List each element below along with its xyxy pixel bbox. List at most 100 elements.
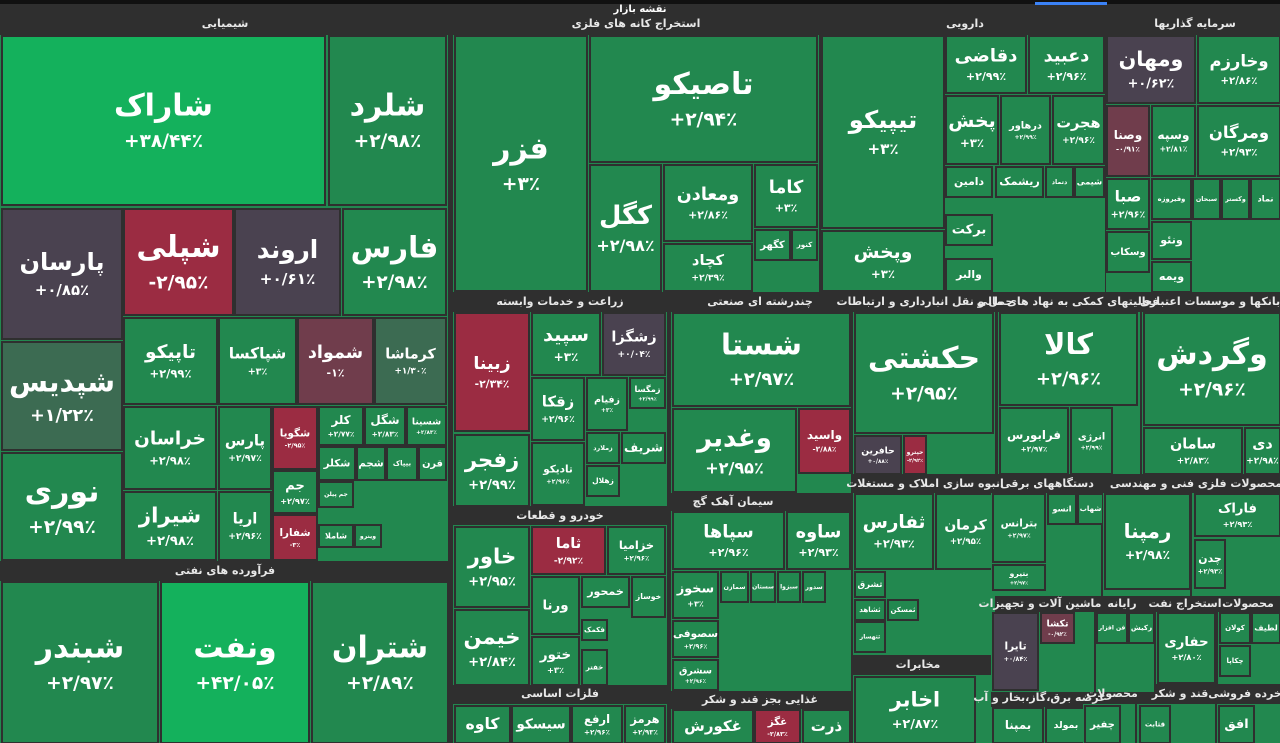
stock-tile[interactable] [992, 612, 1039, 691]
stock-tile[interactable] [1151, 261, 1192, 293]
stock-tile[interactable] [374, 317, 447, 405]
stock-tile[interactable] [854, 435, 902, 475]
stock-tile[interactable] [887, 599, 919, 621]
stock-tile[interactable] [992, 707, 1044, 743]
stock-tile[interactable] [629, 377, 666, 409]
stock-tile[interactable] [672, 312, 851, 407]
stock-tile[interactable] [531, 576, 580, 635]
stock-tile[interactable] [750, 571, 776, 603]
stock-tile[interactable] [123, 406, 217, 490]
stock-tile[interactable] [589, 35, 818, 163]
stock-tile[interactable] [586, 377, 628, 431]
stock-tile[interactable] [672, 620, 719, 658]
stock-tile[interactable] [1077, 493, 1104, 525]
stock-tile[interactable] [1, 452, 123, 561]
stock-tile[interactable] [1028, 35, 1105, 94]
stock-tile[interactable] [945, 258, 993, 292]
stock-tile[interactable] [754, 709, 801, 743]
stock-tile[interactable] [218, 406, 272, 490]
stock-tile[interactable] [589, 164, 662, 292]
stock-tile[interactable] [218, 491, 272, 561]
stock-tile[interactable] [218, 317, 297, 405]
stock-tile[interactable] [1128, 612, 1155, 644]
stock-tile[interactable] [802, 571, 826, 603]
stock-tile[interactable] [454, 434, 530, 507]
stock-tile[interactable] [854, 312, 994, 434]
stock-tile[interactable] [854, 676, 976, 743]
stock-tile[interactable] [1139, 705, 1171, 743]
stock-tile[interactable] [754, 229, 791, 261]
stock-tile[interactable] [454, 35, 588, 292]
stock-tile[interactable] [1106, 231, 1150, 273]
stock-tile[interactable] [791, 229, 818, 261]
stock-tile[interactable] [945, 214, 993, 246]
stock-tile[interactable] [318, 446, 356, 481]
stock-tile[interactable] [624, 705, 666, 743]
stock-tile[interactable] [854, 621, 886, 653]
stock-tile[interactable] [1, 581, 159, 743]
stock-tile[interactable] [1045, 707, 1087, 743]
stock-tile[interactable] [272, 406, 318, 470]
stock-tile[interactable] [123, 317, 218, 405]
stock-tile[interactable] [995, 166, 1044, 198]
stock-tile[interactable] [234, 208, 341, 316]
stock-tile[interactable] [586, 432, 620, 464]
stock-tile[interactable] [318, 524, 354, 548]
stock-tile[interactable] [1096, 612, 1128, 644]
stock-tile[interactable] [903, 435, 927, 475]
stock-tile[interactable] [123, 491, 217, 561]
stock-tile[interactable] [531, 526, 606, 575]
stock-tile[interactable] [386, 446, 418, 481]
stock-tile[interactable] [531, 312, 601, 376]
stock-tile[interactable] [581, 576, 630, 608]
stock-tile[interactable] [631, 576, 666, 618]
stock-tile[interactable] [1, 208, 123, 340]
stock-tile[interactable] [1221, 178, 1250, 220]
stock-tile[interactable] [1244, 427, 1280, 475]
stock-tile[interactable] [1250, 178, 1280, 220]
stock-tile[interactable] [663, 243, 753, 292]
stock-tile[interactable] [1218, 705, 1255, 743]
stock-tile[interactable] [1192, 178, 1221, 220]
stock-tile[interactable] [672, 709, 754, 743]
stock-tile[interactable] [1143, 427, 1243, 475]
stock-tile[interactable] [272, 470, 318, 514]
stock-tile[interactable] [992, 564, 1046, 591]
stock-tile[interactable] [945, 35, 1027, 94]
stock-tile[interactable] [356, 446, 386, 481]
stock-tile[interactable] [160, 581, 310, 743]
stock-tile[interactable] [1251, 612, 1280, 644]
stock-tile[interactable] [1219, 645, 1251, 677]
stock-tile[interactable] [571, 705, 623, 743]
stock-tile[interactable] [999, 407, 1069, 475]
stock-tile[interactable] [454, 312, 530, 432]
stock-tile[interactable] [454, 526, 530, 608]
stock-tile[interactable] [1194, 539, 1226, 589]
stock-tile[interactable] [854, 493, 934, 570]
stock-tile[interactable] [418, 446, 447, 481]
stock-tile[interactable] [328, 35, 447, 206]
stock-tile[interactable] [720, 571, 749, 603]
stock-tile[interactable] [1106, 105, 1150, 177]
stock-tile[interactable] [1194, 493, 1280, 537]
stock-tile[interactable] [777, 571, 801, 603]
stock-tile[interactable] [754, 164, 818, 228]
stock-tile[interactable] [364, 406, 406, 446]
stock-tile[interactable] [581, 619, 608, 641]
stock-tile[interactable] [1, 341, 123, 451]
stock-tile[interactable] [1000, 95, 1051, 165]
stock-tile[interactable] [311, 581, 449, 743]
stock-tile[interactable] [821, 35, 945, 229]
stock-tile[interactable] [672, 659, 719, 691]
stock-tile[interactable] [1151, 105, 1196, 177]
stock-tile[interactable] [318, 481, 354, 508]
stock-tile[interactable] [1197, 35, 1280, 104]
stock-tile[interactable] [1106, 178, 1150, 230]
stock-tile[interactable] [511, 705, 571, 743]
stock-tile[interactable] [354, 524, 382, 548]
stock-tile[interactable] [1143, 312, 1280, 426]
stock-tile[interactable] [798, 408, 851, 474]
stock-tile[interactable] [663, 164, 753, 242]
stock-tile[interactable] [454, 705, 511, 743]
stock-tile[interactable] [123, 208, 234, 316]
